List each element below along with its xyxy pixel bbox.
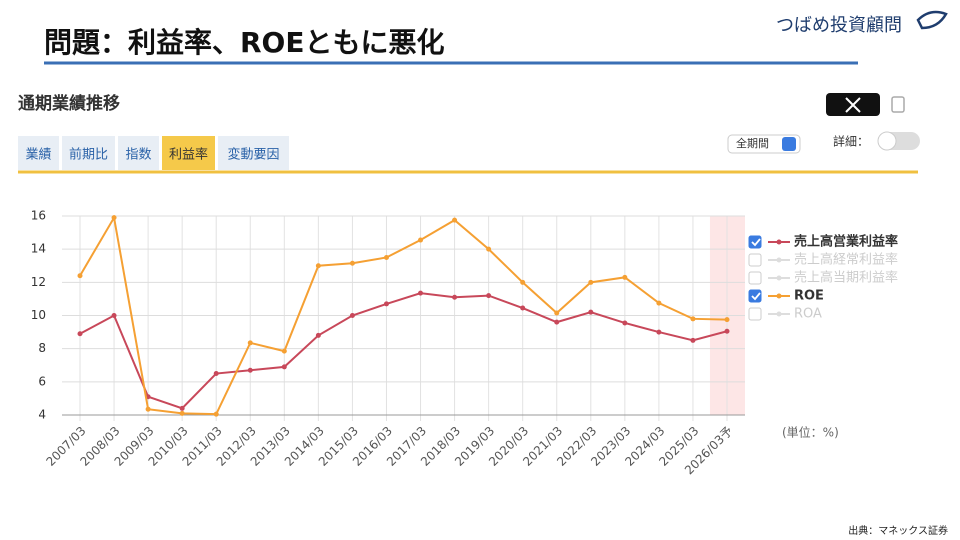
source: 出典：マネックス証券 bbox=[848, 524, 948, 537]
data-point bbox=[281, 348, 287, 354]
check-mark bbox=[751, 238, 761, 247]
slide-title: 問題：利益率、ROEともに悪化 bbox=[44, 26, 445, 59]
tab[interactable] bbox=[62, 136, 115, 170]
data-point bbox=[111, 215, 117, 221]
data-point bbox=[554, 319, 560, 325]
tab-label: 利益率 bbox=[169, 147, 208, 163]
y-tick-label: 4 bbox=[38, 408, 46, 422]
legend-dot bbox=[776, 257, 782, 263]
data-point bbox=[77, 273, 83, 279]
data-point bbox=[724, 317, 730, 323]
tab[interactable] bbox=[218, 136, 289, 170]
series-line bbox=[79, 292, 728, 410]
data-point bbox=[247, 340, 253, 346]
data-point bbox=[520, 279, 526, 285]
data-point bbox=[622, 274, 628, 280]
legend-label: 売上高経常利益率 bbox=[794, 252, 898, 268]
tab[interactable] bbox=[162, 136, 215, 170]
data-point bbox=[520, 305, 526, 311]
data-point bbox=[418, 290, 424, 296]
data-point bbox=[724, 328, 730, 334]
tab-label: 変動要因 bbox=[227, 147, 279, 163]
x-icon bbox=[845, 97, 861, 113]
legend-checkbox[interactable] bbox=[748, 235, 762, 249]
legend-label: 売上高営業利益率 bbox=[794, 234, 898, 250]
tab[interactable] bbox=[118, 136, 159, 170]
data-point bbox=[349, 260, 355, 266]
data-point bbox=[588, 279, 594, 285]
data-point bbox=[145, 406, 151, 412]
data-point bbox=[349, 313, 355, 318]
legend-dot bbox=[776, 239, 782, 245]
y-tick-label: 14 bbox=[31, 242, 46, 256]
legend-label: ROA bbox=[794, 307, 822, 322]
legend-dot bbox=[776, 275, 782, 281]
tab-label: 指数 bbox=[125, 148, 151, 163]
y-tick-label: 16 bbox=[31, 209, 46, 223]
panel-title: 通期業績推移 bbox=[18, 93, 120, 114]
tab-label: 業績 bbox=[25, 147, 51, 163]
data-point bbox=[418, 237, 424, 243]
logo-mark bbox=[916, 10, 948, 30]
period-select-label: 全期間 bbox=[736, 136, 769, 150]
y-tick-label: 8 bbox=[38, 341, 46, 355]
data-point bbox=[213, 371, 219, 377]
legend-label: 売上高当期利益率 bbox=[794, 270, 898, 286]
detail-label: 詳細： bbox=[833, 134, 869, 149]
legend-dot bbox=[776, 311, 782, 317]
data-point bbox=[452, 294, 458, 300]
data-point bbox=[315, 263, 321, 269]
data-point bbox=[179, 405, 185, 411]
data-point bbox=[656, 300, 662, 306]
data-point bbox=[656, 329, 662, 335]
data-point bbox=[281, 364, 287, 370]
tab[interactable] bbox=[18, 136, 59, 170]
data-point bbox=[622, 320, 628, 326]
data-point bbox=[213, 411, 219, 417]
data-point bbox=[486, 246, 492, 252]
data-point bbox=[554, 310, 560, 316]
series-line bbox=[79, 214, 728, 416]
data-point bbox=[486, 293, 492, 299]
legend-checkbox[interactable] bbox=[748, 253, 762, 267]
data-point bbox=[315, 332, 321, 338]
data-point bbox=[452, 217, 458, 223]
period-select[interactable] bbox=[727, 134, 801, 154]
select-arrow bbox=[782, 137, 796, 151]
data-point bbox=[77, 331, 83, 337]
data-point bbox=[690, 337, 696, 343]
logo: つばめ投資顧問 bbox=[776, 15, 902, 36]
data-point bbox=[111, 313, 117, 318]
tab-label: 前期比 bbox=[69, 147, 108, 163]
copy-icon[interactable] bbox=[891, 96, 905, 113]
legend-checkbox[interactable] bbox=[748, 307, 762, 321]
data-point bbox=[179, 410, 185, 416]
toggle-knob bbox=[877, 131, 897, 151]
legend-dot bbox=[776, 293, 782, 299]
legend-checkbox[interactable] bbox=[748, 271, 762, 285]
legend-label: ROE bbox=[794, 289, 824, 304]
data-point bbox=[383, 301, 389, 307]
data-point bbox=[690, 316, 696, 322]
check-mark bbox=[751, 292, 761, 301]
legend-checkbox[interactable] bbox=[748, 289, 762, 303]
data-point bbox=[247, 367, 253, 373]
y-tick-label: 10 bbox=[31, 308, 46, 322]
data-point bbox=[588, 309, 594, 315]
y-tick-label: 12 bbox=[31, 275, 46, 289]
data-point bbox=[383, 254, 389, 260]
unit-label: (単位：%) bbox=[782, 425, 839, 440]
y-tick-label: 6 bbox=[38, 374, 46, 388]
